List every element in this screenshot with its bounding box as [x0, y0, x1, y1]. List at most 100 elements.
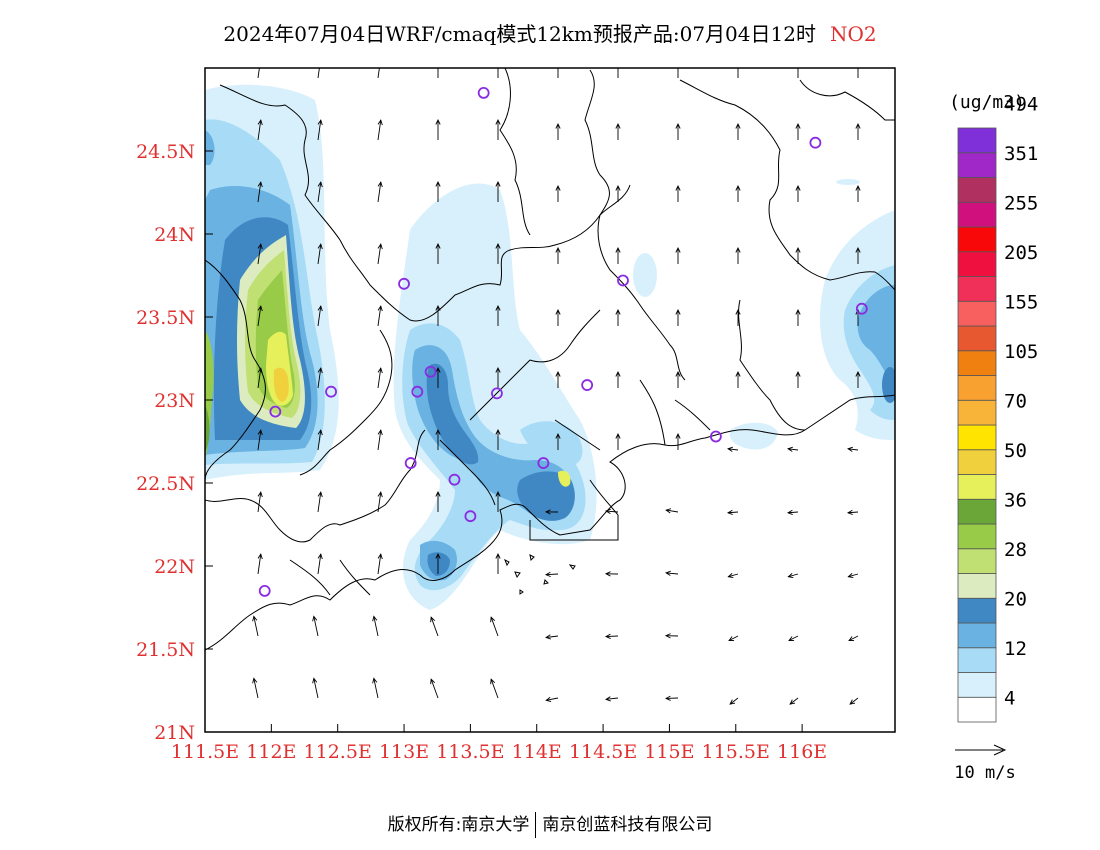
wind-arrow: [253, 616, 259, 637]
wind-arrow-head: [786, 509, 793, 515]
wind-arrow-head: [435, 552, 441, 559]
wind-arrow-head: [435, 118, 441, 125]
no2-plume-south-dark: [427, 552, 450, 576]
boundary-islands: [504, 554, 576, 595]
y-tick-label: 22N: [154, 556, 195, 578]
legend-swatch: [957, 647, 997, 673]
wind-arrow-head: [615, 246, 621, 253]
map-ticks: 111.5E 112E 112.5E 113E 113.5E 114E 114.5E 115E…: [136, 141, 827, 763]
wind-arrow-head: [317, 305, 323, 312]
wind-arrow-head: [615, 370, 621, 377]
wind-arrow-head: [495, 180, 501, 187]
boundary-coast: [205, 394, 895, 651]
legend-label: 20: [1004, 588, 1027, 610]
monitoring-station-marker: [477, 87, 490, 99]
wind-arrow-head: [317, 491, 323, 498]
wind-arrow: [257, 554, 262, 575]
wind-arrow: [728, 448, 739, 451]
wind-arrow-head: [855, 370, 861, 377]
wind-arrow: [729, 697, 739, 705]
legend-swatch: [957, 201, 997, 228]
wind-arrow-head: [675, 246, 681, 253]
wind-arrow-head: [436, 58, 440, 63]
wind-arrow: [490, 679, 499, 699]
monitoring-station-marker: [537, 457, 550, 469]
wind-arrow-head: [605, 508, 611, 514]
wind-arrow-head: [796, 62, 800, 67]
wind-arrow-head: [555, 308, 561, 315]
wind-arrow-head: [545, 634, 551, 640]
wind-arrow-head: [727, 573, 734, 579]
wind-arrow: [317, 244, 322, 265]
legend-label: 12: [1004, 638, 1027, 660]
boundary-e: [738, 299, 806, 431]
y-tick-label: 21.5N: [136, 639, 195, 661]
wind-arrow-head: [735, 308, 741, 315]
wind-arrow-head: [312, 615, 318, 622]
no2-patch-heyuan: [633, 253, 657, 297]
monitoring-station-marker: [258, 585, 271, 597]
wind-arrow: [257, 244, 262, 265]
wind-arrow-head: [787, 446, 793, 452]
legend-label: 155: [1004, 291, 1038, 313]
stations: [258, 87, 868, 597]
wind-arrow: [317, 430, 322, 451]
wind-vectors: [252, 58, 861, 705]
wind-arrow-head: [795, 246, 801, 253]
wind-arrow: [317, 368, 322, 389]
monitoring-station-marker: [404, 457, 417, 469]
no2-plume-hk-blue: [520, 421, 583, 467]
legend-swatch: [957, 325, 997, 352]
wind-arrow: [317, 120, 322, 141]
wind-arrow-head: [257, 305, 263, 312]
legend-label: 205: [1004, 242, 1038, 264]
wind-arrow: [377, 182, 382, 203]
wind-arrow-head: [377, 305, 383, 312]
wind-arrow-head: [676, 62, 680, 67]
wind-arrow-head: [555, 122, 561, 129]
wind-arrow-head: [675, 184, 681, 191]
boundaries: [205, 68, 895, 651]
wind-arrow-head: [495, 428, 501, 435]
wind-arrow-head: [496, 58, 500, 63]
x-tick-label: 115.5E: [702, 741, 770, 763]
legend-swatch: [957, 276, 997, 302]
wind-arrow: [848, 635, 859, 641]
legend-swatch: [957, 350, 997, 376]
wind-arrow-head: [377, 243, 383, 250]
wind-arrow-head: [378, 58, 382, 63]
legend-swatch: [957, 449, 997, 475]
wind-arrow-head: [544, 509, 551, 515]
legend-swatch: [957, 300, 997, 327]
wind-arrow-head: [257, 243, 263, 250]
map-title: 2024年07月04日WRF/cmaq模式12km预报产品:07月04日12时 N…: [0, 18, 1100, 47]
wind-arrow-head: [795, 184, 801, 191]
wind-arrow: [317, 182, 322, 203]
footer-separator: [535, 812, 537, 838]
wind-arrow-head: [615, 432, 621, 439]
legend-colorbar: 4 12 20 28 36 50 70 105 155 205 255 351 494: [957, 93, 1038, 723]
wind-arrow: [848, 573, 859, 578]
wind-arrow: [377, 244, 382, 265]
monitoring-station-marker: [411, 385, 424, 398]
wind-arrow-head: [495, 366, 501, 373]
monitoring-station-marker: [448, 473, 461, 486]
wind-arrow-head: [736, 62, 740, 67]
wind-arrow-head: [318, 58, 322, 63]
y-tick-label: 22.5N: [136, 473, 195, 495]
wind-arrow-head: [847, 573, 854, 579]
wind-arrow-head: [372, 615, 378, 622]
wind-arrow: [728, 635, 739, 641]
wind-arrow: [317, 68, 320, 79]
wind-arrow-head: [495, 118, 501, 125]
wind-arrow-head: [855, 184, 861, 191]
x-tick-label: 115E: [644, 741, 694, 763]
wind-arrow-head: [856, 62, 860, 67]
footer: 版权所有:南京大学 南京创蓝科技有限公司: [0, 810, 1100, 838]
legend-unit: (ug/m3): [949, 92, 1025, 113]
wind-arrow: [430, 679, 439, 699]
boundary-c4: [289, 559, 371, 596]
wind-arrow-head: [664, 633, 671, 639]
monitoring-station-marker: [581, 379, 594, 391]
wind-arrow-head: [604, 571, 611, 577]
